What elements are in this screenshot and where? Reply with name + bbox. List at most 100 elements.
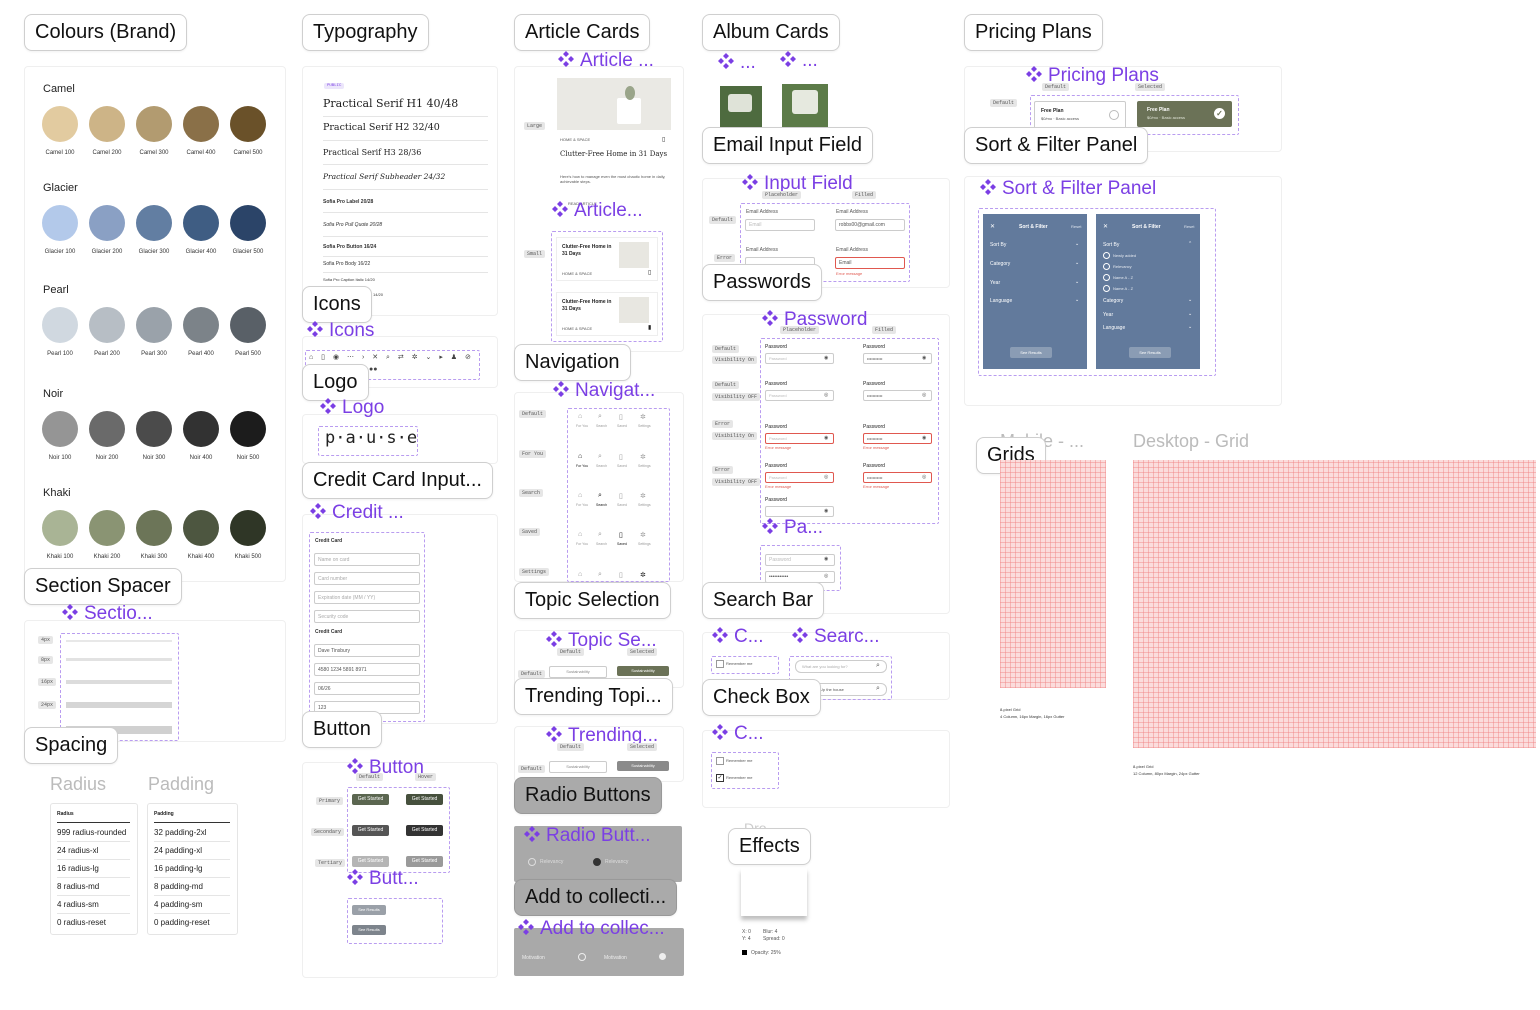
secondary-button[interactable]: Get Started	[352, 825, 389, 836]
language-label[interactable]: Language	[1103, 325, 1126, 331]
component-label-icons[interactable]: Icons	[307, 320, 374, 342]
component-label-album2[interactable]: ...	[780, 50, 818, 72]
password-input-empty[interactable]: Password ◉	[765, 353, 834, 364]
section-title-pricing-plans[interactable]: Pricing Plans	[964, 14, 1103, 51]
gear-icon[interactable]: ✲	[640, 572, 646, 579]
see-results-button-hover[interactable]: See Results	[352, 925, 386, 935]
bookmark-icon[interactable]: ▯	[619, 493, 623, 500]
chevron-down-icon[interactable]: ⌄	[1188, 324, 1193, 330]
colour-swatch[interactable]	[89, 205, 125, 241]
radio-unchecked[interactable]	[1103, 252, 1110, 259]
component-label-radio[interactable]: Radio Butt...	[524, 825, 651, 847]
colour-swatch[interactable]	[136, 106, 172, 142]
section-title-section-spacer[interactable]: Section Spacer	[24, 568, 182, 605]
eye-off-icon[interactable]: ◎	[824, 573, 829, 579]
search-input[interactable]: What are you looking for? ⌕	[795, 660, 887, 673]
chevron-up-icon[interactable]: ⌃	[1188, 241, 1193, 247]
password-mini-input-filled[interactable]: ••••••••••• ◎	[765, 571, 835, 583]
colour-swatch[interactable]	[42, 307, 78, 343]
section-title-passwords[interactable]: Passwords	[702, 264, 822, 301]
chevron-down-icon[interactable]: ⌄	[1075, 260, 1080, 266]
section-title-radio-buttons[interactable]: Radio Buttons	[514, 777, 662, 814]
section-title-sort-filter[interactable]: Sort & Filter Panel	[964, 127, 1149, 164]
colour-swatch[interactable]	[183, 411, 219, 447]
trending-pill[interactable]: Sustainability	[549, 761, 607, 773]
eye-off-icon[interactable]: ◎	[824, 392, 829, 398]
colour-swatch[interactable]	[136, 205, 172, 241]
password-input-empty[interactable]: ◉	[765, 506, 834, 517]
colour-swatch[interactable]	[42, 411, 78, 447]
add-icon[interactable]	[578, 953, 586, 961]
component-label-section[interactable]: Sectio...	[62, 603, 153, 625]
radio-unchecked[interactable]	[1103, 274, 1110, 281]
chevron-down-icon[interactable]: ⌄	[1188, 297, 1193, 303]
pricing-card[interactable]: Free Plan $0/mo · Basic access	[1034, 101, 1126, 129]
home-icon[interactable]: ⌂	[578, 492, 583, 499]
password-input-filled[interactable]: ••••••••••• ◎	[863, 472, 932, 483]
gear-icon[interactable]: ✲	[640, 454, 646, 461]
close-icon[interactable]: ✕	[1103, 224, 1109, 230]
eye-icon[interactable]: ◉	[824, 556, 829, 562]
section-title-credit-card[interactable]: Credit Card Input...	[302, 462, 493, 499]
eye-off-icon[interactable]: ◎	[922, 474, 927, 480]
chevron-down-icon[interactable]: ⌄	[1188, 311, 1193, 317]
topic-pill-selected[interactable]: Sustainability	[617, 666, 669, 676]
card-name-filled[interactable]: Dave Tinsbury	[314, 644, 420, 657]
reset-link[interactable]: Reset	[1184, 224, 1195, 229]
colour-swatch[interactable]	[89, 307, 125, 343]
section-title-email-input[interactable]: Email Input Field	[702, 127, 873, 164]
component-label-password[interactable]: Password	[762, 309, 867, 331]
colour-swatch[interactable]	[183, 307, 219, 343]
check-filled-icon[interactable]	[659, 953, 666, 960]
card-number-input[interactable]: Card number	[314, 572, 420, 585]
section-title-logo[interactable]: Logo	[302, 364, 369, 401]
colour-swatch[interactable]	[42, 106, 78, 142]
secondary-button-hover[interactable]: Get Started	[406, 825, 443, 836]
eye-off-icon[interactable]: ◎	[824, 474, 829, 480]
colour-swatch[interactable]	[230, 510, 266, 546]
bookmark-icon[interactable]: ▯	[662, 137, 666, 143]
section-title-icons[interactable]: Icons	[302, 286, 372, 323]
trending-pill-selected[interactable]: Sustainability	[617, 761, 669, 771]
email-input-error[interactable]: Email	[835, 257, 905, 269]
colour-swatch[interactable]	[136, 411, 172, 447]
card-name-input[interactable]: Name on card	[314, 553, 420, 566]
component-label-pricing[interactable]: Pricing Plans	[1026, 65, 1159, 87]
section-title-button[interactable]: Button	[302, 711, 382, 748]
bookmark-icon[interactable]: ▯	[619, 532, 623, 539]
radio-unchecked[interactable]	[1109, 110, 1119, 120]
read-article-link[interactable]: READ ARTICLE	[568, 201, 597, 206]
search-icon[interactable]: ⌕	[876, 662, 880, 669]
see-results-button[interactable]: See Results	[1129, 347, 1171, 358]
bookmark-filled-icon[interactable]: ▮	[648, 325, 652, 331]
email-input-empty[interactable]: Email	[745, 219, 815, 231]
password-input-filled[interactable]: ••••••••••• ◉	[863, 433, 932, 444]
checkbox-unchecked[interactable]	[716, 757, 724, 765]
password-input-empty[interactable]: Password ◉	[765, 433, 834, 444]
search-icon[interactable]: ⌕	[598, 571, 602, 578]
primary-button[interactable]: Get Started	[352, 794, 389, 805]
component-label-search[interactable]: Searc...	[792, 626, 879, 648]
search-icon[interactable]: ⌕	[598, 531, 602, 538]
section-title-trending[interactable]: Trending Topi...	[514, 678, 673, 715]
tertiary-button-hover[interactable]: Get Started	[406, 856, 443, 867]
eye-icon[interactable]: ◉	[824, 355, 829, 361]
email-input-filled[interactable]: robbs00@gmail.com	[835, 219, 905, 231]
radio-unchecked[interactable]	[1103, 285, 1110, 292]
card-expiry-filled[interactable]: 06/26	[314, 682, 420, 695]
component-label-button2[interactable]: Butt...	[347, 868, 419, 890]
year-label[interactable]: Year	[990, 280, 1001, 286]
eye-icon[interactable]: ◉	[922, 435, 927, 441]
see-results-button[interactable]: See Results	[1010, 347, 1052, 358]
eye-icon[interactable]: ◉	[922, 355, 927, 361]
home-icon[interactable]: ⌂	[578, 571, 583, 578]
password-mini-input[interactable]: Password ◉	[765, 554, 835, 566]
component-label-check[interactable]: C...	[712, 626, 764, 648]
tertiary-button[interactable]: Get Started	[352, 856, 389, 867]
radio-unchecked[interactable]	[528, 858, 536, 866]
search-icon[interactable]: ⌕	[598, 492, 602, 499]
home-icon[interactable]: ⌂	[578, 531, 583, 538]
check-circle-icon[interactable]: ✓	[1214, 108, 1225, 119]
year-label[interactable]: Year	[1103, 312, 1114, 318]
album-cover[interactable]	[720, 86, 762, 128]
